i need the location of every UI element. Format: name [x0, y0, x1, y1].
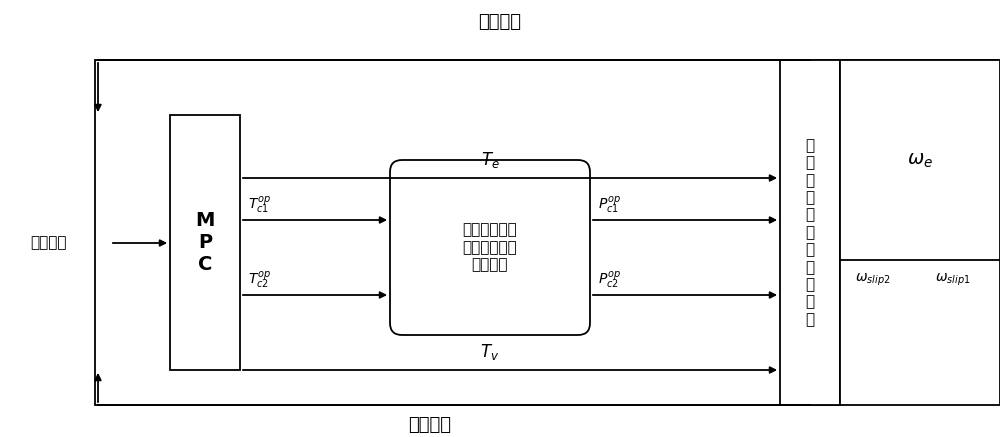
Text: $T_{c1}^{op}$: $T_{c1}^{op}$: [248, 195, 271, 216]
Text: $P_{c2}^{op}$: $P_{c2}^{op}$: [598, 270, 621, 291]
Text: $T_v$: $T_v$: [480, 342, 500, 362]
Text: 可测干扰: 可测干扰: [409, 416, 452, 434]
Text: 装
备
双
离
合
变
速
器
的
车
辆: 装 备 双 离 合 变 速 器 的 车 辆: [805, 138, 815, 327]
Text: 基于摩擦参数
辨识的离合器
压力计算: 基于摩擦参数 辨识的离合器 压力计算: [463, 222, 517, 272]
Bar: [170, 115, 240, 370]
Bar: [780, 60, 840, 405]
Text: $\omega_{slip2}$: $\omega_{slip2}$: [855, 272, 890, 288]
Text: $P_{c1}^{op}$: $P_{c1}^{op}$: [598, 195, 621, 216]
Text: M
P
C: M P C: [195, 211, 215, 274]
Bar: [840, 60, 1000, 260]
Bar: [95, 60, 840, 405]
Text: $T_e$: $T_e$: [481, 150, 499, 170]
Text: $\omega_{slip1}$: $\omega_{slip1}$: [935, 272, 970, 288]
Text: $\omega_e$: $\omega_e$: [907, 150, 933, 170]
Text: 测量输出: 测量输出: [479, 13, 522, 31]
Text: $T_{c2}^{op}$: $T_{c2}^{op}$: [248, 270, 271, 291]
FancyBboxPatch shape: [390, 160, 590, 335]
Text: 参考轨迹: 参考轨迹: [30, 236, 66, 250]
Bar: [840, 60, 1000, 405]
